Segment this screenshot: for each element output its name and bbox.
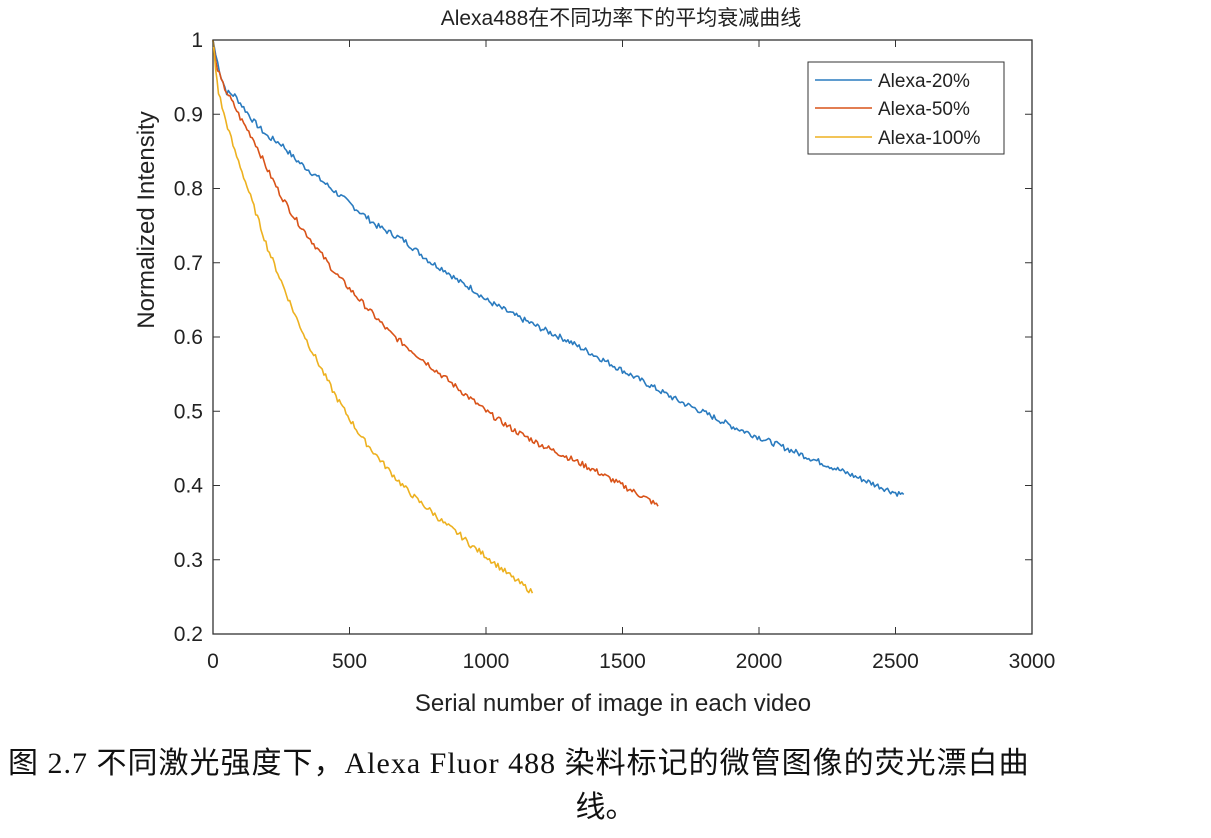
x-tick-label: 0 bbox=[207, 650, 219, 673]
y-tick-label: 0.4 bbox=[174, 475, 204, 498]
y-axis-label: Normalized Intensity bbox=[133, 111, 160, 328]
x-axis: 0 500 1000 1500 2000 2500 3000 bbox=[207, 40, 1055, 673]
chart-title: Alexa488在不同功率下的平均衰减曲线 bbox=[441, 7, 802, 30]
series-line-alexa-50 bbox=[212, 39, 659, 507]
x-tick-label: 1500 bbox=[599, 650, 646, 673]
x-tick-label: 1000 bbox=[463, 650, 510, 673]
series-layer bbox=[212, 39, 905, 594]
figure-caption: 图 2.7 不同激光强度下，Alexa Fluor 488 染料标记的微管图像的… bbox=[0, 742, 1211, 830]
y-tick-label: 0.7 bbox=[174, 252, 203, 275]
y-tick-label: 0.9 bbox=[174, 103, 203, 126]
series-line-alexa-20 bbox=[212, 39, 905, 497]
y-axis: 0.2 0.3 0.4 0.5 0.6 0.7 0.8 0.9 1 bbox=[174, 29, 1032, 646]
legend-label-alexa-20: Alexa-20% bbox=[878, 71, 970, 92]
caption-line-2: 线。 bbox=[575, 791, 636, 824]
legend-label-alexa-50: Alexa-50% bbox=[878, 99, 970, 120]
x-tick-label: 3000 bbox=[1009, 650, 1056, 673]
legend: Alexa-20% Alexa-50% Alexa-100% bbox=[807, 61, 1005, 155]
x-axis-label: Serial number of image in each video bbox=[415, 690, 811, 717]
legend-label-alexa-100: Alexa-100% bbox=[878, 128, 981, 149]
x-tick-label: 2500 bbox=[872, 650, 919, 673]
x-tick-label: 500 bbox=[332, 650, 367, 673]
series-line-alexa-100 bbox=[212, 39, 534, 594]
y-tick-label: 0.6 bbox=[174, 326, 203, 349]
caption-line-1: 图 2.7 不同激光强度下，Alexa Fluor 488 染料标记的微管图像的… bbox=[8, 747, 1030, 780]
x-tick-label: 2000 bbox=[736, 650, 783, 673]
y-tick-label: 1 bbox=[191, 29, 203, 52]
y-tick-label: 0.8 bbox=[174, 178, 203, 201]
y-tick-label: 0.3 bbox=[174, 549, 203, 572]
y-tick-label: 0.2 bbox=[174, 623, 203, 646]
y-tick-label: 0.5 bbox=[174, 400, 203, 423]
decay-chart: Alexa488在不同功率下的平均衰减曲线 0 500 1000 1500 2000 25… bbox=[133, 7, 1055, 717]
